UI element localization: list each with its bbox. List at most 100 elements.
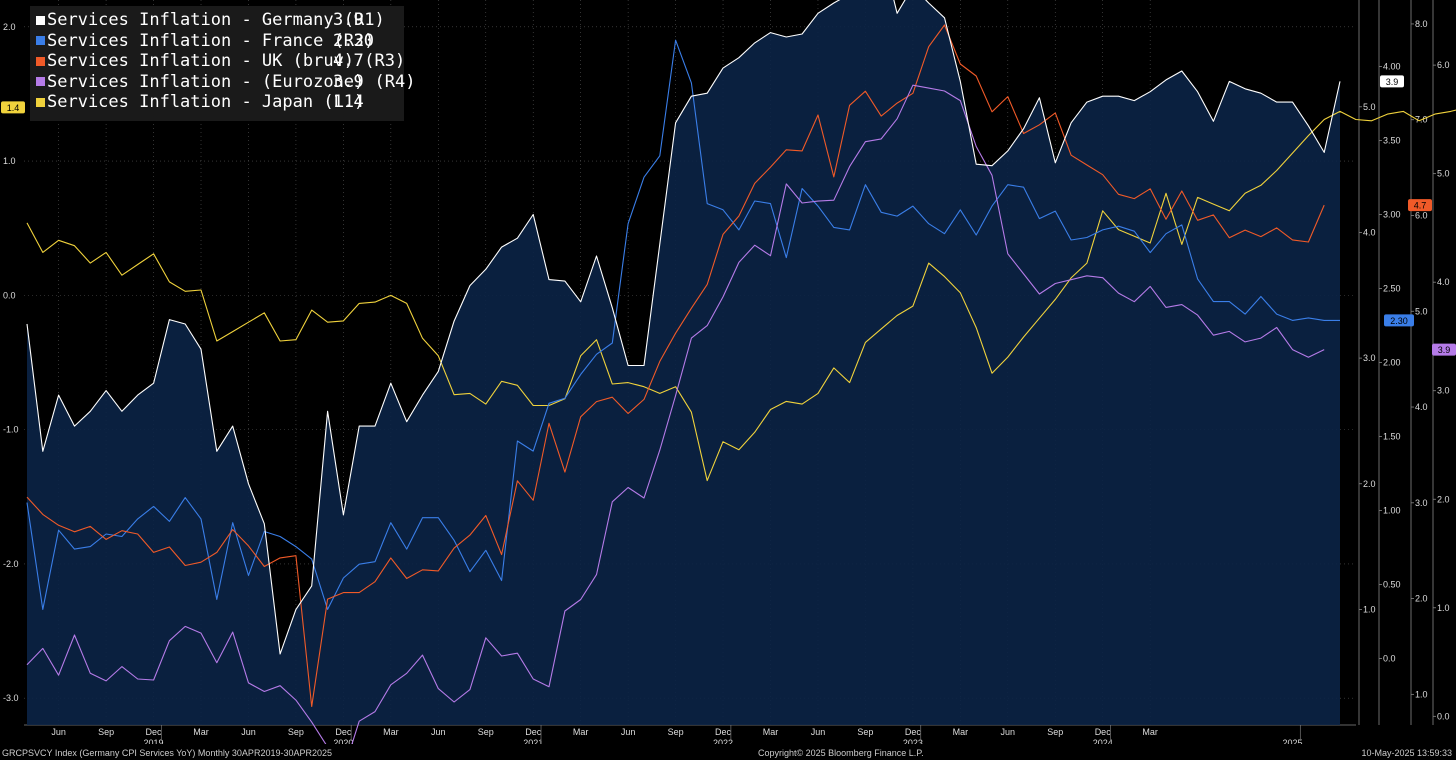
series-line-r3 bbox=[26, 24, 1325, 708]
legend-entry-uk: Services Inflation - UK (bruv) (R3) 4.7 bbox=[36, 51, 406, 72]
legend-label: Services Inflation - Germany (R1) bbox=[47, 10, 385, 30]
last-value-tag-label: 3.9 bbox=[1438, 345, 1451, 355]
legend-entry-eurozone: Services Inflation - (Eurozone) (R4) 3.9 bbox=[36, 71, 415, 93]
y-right-tick-label: 4.0 bbox=[1415, 402, 1428, 412]
legend-swatch bbox=[36, 97, 45, 107]
y-right-tick-label: 6.0 bbox=[1437, 60, 1450, 70]
x-tick-label: Jun bbox=[431, 727, 446, 737]
y-left-tick-label: 0.0 bbox=[3, 290, 16, 300]
footer-timestamp: 10-May-2025 13:59:33 bbox=[1361, 748, 1452, 758]
x-tick-label: Jun bbox=[811, 727, 826, 737]
footer-copyright: Copyright© 2025 Bloomberg Finance L.P. bbox=[758, 748, 924, 758]
x-year-label: 2023 bbox=[903, 738, 923, 744]
last-value-tag-label: 3.9 bbox=[1386, 77, 1399, 87]
y-right-tick-label: 1.00 bbox=[1383, 505, 1401, 515]
x-tick-label: Mar bbox=[383, 727, 399, 737]
y-right-tick-label: 2.0 bbox=[1363, 479, 1376, 489]
legend-last-value: 2.30 bbox=[333, 30, 374, 51]
y-right-tick-label: 2.0 bbox=[1437, 494, 1450, 504]
x-tick-label: Mar bbox=[1142, 727, 1158, 737]
x-tick-label: Dec bbox=[1095, 727, 1112, 737]
legend-swatch bbox=[36, 56, 45, 66]
x-tick-label: Dec bbox=[715, 727, 732, 737]
y-right-tick-label: 4.0 bbox=[1437, 277, 1450, 287]
x-year-label: 2022 bbox=[713, 738, 733, 744]
legend-label: Services Inflation - UK (bruv) (R3) bbox=[47, 51, 406, 71]
footer-source: GRCPSVCY Index (Germany CPI Services YoY… bbox=[2, 748, 332, 758]
last-value-tag-label: 2.30 bbox=[1390, 316, 1408, 326]
x-tick-label: Jun bbox=[621, 727, 636, 737]
x-tick-label: Sep bbox=[288, 727, 304, 737]
last-value-tag bbox=[1, 101, 25, 114]
germany-area-fill bbox=[27, 0, 1340, 725]
x-tick-label: Sep bbox=[1047, 727, 1063, 737]
series-line-r4 bbox=[26, 84, 1325, 744]
x-tick-label: Mar bbox=[193, 727, 209, 737]
x-tick-label: Mar bbox=[763, 727, 779, 737]
chart-legend: Services Inflation - Germany (R1) 3.9 Se… bbox=[30, 6, 415, 121]
x-year-label: 2025 bbox=[1283, 738, 1303, 744]
y-right-tick-label: 3.50 bbox=[1383, 136, 1401, 146]
y-left-tick-label: 2.0 bbox=[3, 22, 16, 32]
x-tick-label: Jun bbox=[1001, 727, 1016, 737]
y-right-tick-label: 1.0 bbox=[1415, 689, 1428, 699]
y-right-tick-label: 0.0 bbox=[1437, 711, 1450, 721]
x-year-label: 2019 bbox=[144, 738, 164, 744]
y-right-tick-label: 2.00 bbox=[1383, 358, 1401, 368]
x-year-label: 2024 bbox=[1093, 738, 1113, 744]
legend-last-value: 1.4 bbox=[333, 92, 364, 112]
x-year-label: 2021 bbox=[523, 738, 543, 744]
y-right-tick-label: 3.0 bbox=[1415, 498, 1428, 508]
x-tick-label: Dec bbox=[146, 727, 163, 737]
x-tick-label: Mar bbox=[573, 727, 589, 737]
x-tick-label: Jun bbox=[51, 727, 66, 737]
y-right-tick-label: 8.0 bbox=[1415, 19, 1428, 29]
y-right-tick-label: 3.0 bbox=[1437, 386, 1450, 396]
last-value-tag bbox=[1384, 314, 1414, 327]
last-value-tag-label: 4.7 bbox=[1414, 201, 1427, 211]
last-value-tag bbox=[1380, 75, 1404, 88]
y-right-tick-label: 2.0 bbox=[1415, 594, 1428, 604]
chart-footer: GRCPSVCY Index (Germany CPI Services YoY… bbox=[0, 744, 1456, 760]
y-right-tick-label: 5.0 bbox=[1363, 102, 1376, 112]
legend-swatch bbox=[36, 36, 45, 46]
last-value-tag bbox=[1408, 199, 1432, 212]
legend-entry-germany: Services Inflation - Germany (R1) 3.9 bbox=[36, 10, 404, 31]
legend-swatch bbox=[36, 77, 45, 87]
y-right-tick-label: 3.00 bbox=[1383, 210, 1401, 220]
legend-entry-japan: Services Inflation - Japan (L1) 1.4 bbox=[36, 92, 404, 113]
y-right-tick-label: 5.0 bbox=[1437, 169, 1450, 179]
y-right-tick-label: 0.0 bbox=[1383, 653, 1396, 663]
x-tick-label: Sep bbox=[668, 727, 684, 737]
x-tick-label: Sep bbox=[857, 727, 873, 737]
last-value-tag-label: 1.4 bbox=[7, 103, 20, 113]
y-right-tick-label: 0.50 bbox=[1383, 579, 1401, 589]
x-tick-label: Mar bbox=[953, 727, 969, 737]
x-tick-label: Dec bbox=[335, 727, 352, 737]
x-tick-label: Dec bbox=[525, 727, 542, 737]
legend-last-value: 3.9 bbox=[333, 10, 364, 30]
y-left-tick-label: -2.0 bbox=[3, 559, 19, 569]
y-left-tick-label: 1.0 bbox=[3, 156, 16, 166]
y-right-tick-label: 2.50 bbox=[1383, 284, 1401, 294]
y-right-tick-label: 1.50 bbox=[1383, 431, 1401, 441]
legend-last-value: 4.7 bbox=[333, 51, 364, 71]
legend-label: Services Inflation - Japan (L1) bbox=[47, 92, 365, 112]
series-line-r1 bbox=[26, 0, 1341, 655]
series-line-l1 bbox=[26, 109, 1456, 482]
y-right-tick-label: 4.00 bbox=[1383, 62, 1401, 72]
y-right-tick-label: 6.0 bbox=[1415, 210, 1428, 220]
y-left-tick-label: -1.0 bbox=[3, 425, 19, 435]
y-right-tick-label: 3.0 bbox=[1363, 353, 1376, 363]
x-tick-label: Jun bbox=[241, 727, 256, 737]
legend-swatch bbox=[36, 15, 45, 25]
y-left-tick-label: -3.0 bbox=[3, 693, 19, 703]
last-value-tag bbox=[1432, 343, 1456, 356]
legend-label: Services Inflation - France (R2) bbox=[47, 30, 375, 51]
chart-plot-area: Jun Sep Dec Mar Jun Sep Dec Mar Jun Sep Dec Mar Jun S… bbox=[1, 0, 1456, 744]
x-tick-label: Sep bbox=[98, 727, 114, 737]
y-right-tick-label: 1.0 bbox=[1437, 603, 1450, 613]
legend-entry-france: Services Inflation - France (R2) 2.30 bbox=[36, 31, 404, 52]
legend-last-value: 3.9 bbox=[333, 71, 364, 92]
series-line-r2 bbox=[26, 39, 1340, 610]
